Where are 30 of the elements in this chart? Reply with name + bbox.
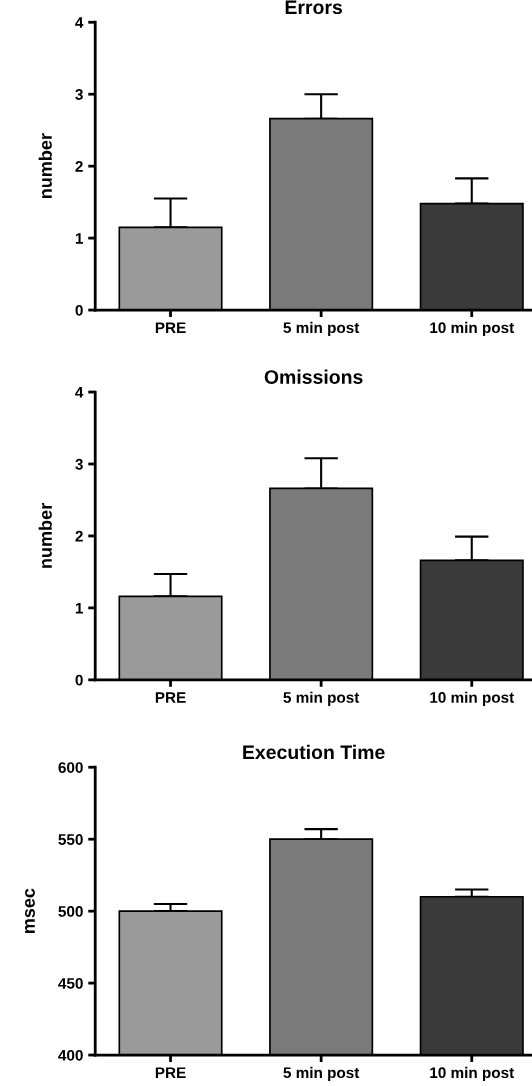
x-tick-label: 5 min post [283, 691, 360, 706]
y-tick-label: 450 [58, 977, 83, 989]
y-tick-label: 3 [75, 89, 83, 100]
y-axis-title: number [38, 133, 52, 199]
chart-title: Errors [285, 0, 342, 15]
y-tick-label: 500 [58, 906, 83, 917]
y-tick-label: 1 [75, 233, 83, 244]
y-axis-title: number [38, 503, 52, 568]
y-tick-label: 0 [75, 304, 83, 316]
y-tick-label: 400 [58, 1049, 83, 1061]
y-tick-label: 550 [58, 834, 83, 845]
x-tick-label: 10 min post [430, 691, 515, 706]
y-tick-label: 600 [58, 762, 83, 773]
y-tick-label: 0 [75, 674, 83, 686]
chart-title: Execution Time [243, 744, 385, 760]
x-tick-label: PRE [155, 692, 186, 703]
y-tick-label: 2 [75, 161, 83, 172]
y-tick-label: 4 [75, 387, 84, 398]
x-tick-label: 5 min post [283, 1066, 360, 1082]
y-tick-label: 2 [75, 530, 83, 542]
x-tick-label: 5 min post [283, 321, 360, 337]
y-tick-label: 3 [75, 458, 83, 470]
x-tick-label: PRE [155, 322, 186, 333]
y-tick-label: 4 [75, 17, 84, 28]
y-tick-label: 1 [75, 602, 83, 614]
x-tick-label: PRE [155, 1067, 186, 1078]
chart-title: Omissions [264, 369, 363, 384]
x-tick-label: 10 min post [430, 321, 515, 337]
y-axis-title: msec [25, 888, 35, 934]
x-tick-label: 10 min post [430, 1066, 515, 1082]
